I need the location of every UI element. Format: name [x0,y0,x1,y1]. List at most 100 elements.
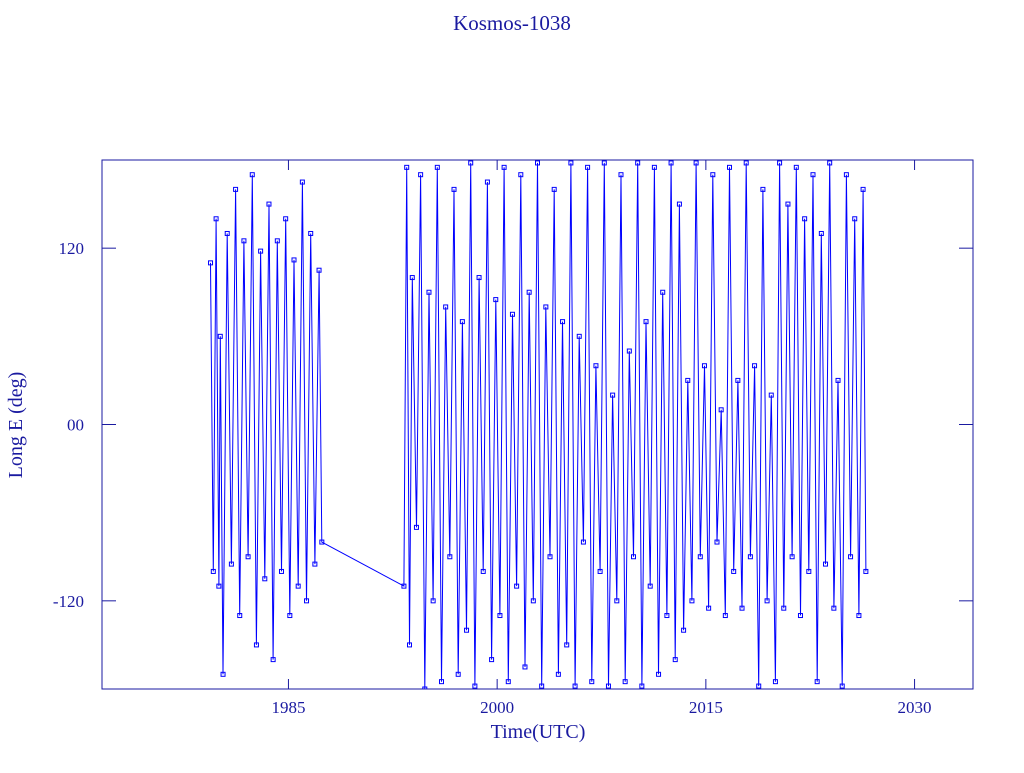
data-point [217,333,223,339]
data-point [693,160,699,166]
data-point [863,568,869,574]
data-point [210,568,216,574]
data-point [220,671,226,677]
data-point [852,216,858,222]
data-point [681,627,687,633]
data-point [747,554,753,560]
data-point [237,613,243,619]
data-point [785,201,791,207]
data-point [827,160,833,166]
data-point [426,289,432,295]
data-point [530,598,536,604]
data-point [283,216,289,222]
data-point [501,164,507,170]
data-point [518,172,524,178]
data-point [497,613,503,619]
data-point [831,605,837,611]
data-point [208,260,214,266]
data-point [622,679,628,685]
data-point [274,238,280,244]
data-point [685,377,691,383]
data-point [304,598,310,604]
data-point [241,238,247,244]
data-point [605,683,611,689]
data-point [714,539,720,545]
data-point [706,605,712,611]
data-point [718,407,724,413]
data-point [270,657,276,663]
data-point [560,319,566,325]
plot-area [208,160,869,689]
data-point [472,683,478,689]
data-point [409,275,415,281]
data-point [505,679,511,685]
data-point [848,554,854,560]
y-axis-label: Long E (deg) [5,372,27,479]
x-tick-label: 1985 [271,698,305,717]
data-point [843,172,849,178]
data-point [295,583,301,589]
data-point [418,172,424,178]
data-point [618,172,624,178]
data-point [555,671,561,677]
data-point [797,613,803,619]
y-tick-label: 120 [59,239,85,258]
data-point [451,186,457,192]
data-point [643,319,649,325]
data-point [404,164,410,170]
data-point [660,289,666,295]
data-point [752,363,758,369]
data-point [860,186,866,192]
data-point [610,392,616,398]
data-point [668,160,674,166]
data-point [635,160,641,166]
data-point [626,348,632,354]
chart-title: Kosmos-1038 [453,11,571,35]
data-point [455,671,461,677]
data-point [447,554,453,560]
data-point [543,304,549,310]
data-point [810,172,816,178]
data-point [233,186,239,192]
data-point [856,613,862,619]
data-point [580,539,586,545]
data-point [224,230,230,236]
x-tick-label: 2030 [898,698,932,717]
data-point [522,664,528,670]
x-tick-label: 2000 [480,698,514,717]
data-point [727,164,733,170]
data-point [764,598,770,604]
data-point [316,267,322,273]
data-point [593,363,599,369]
data-line [210,162,867,689]
data-point [651,164,657,170]
data-point [468,160,474,166]
data-point [493,297,499,303]
data-point [689,598,695,604]
data-point [839,683,845,689]
data-point [539,683,545,689]
data-point [422,686,428,689]
data-point [434,164,440,170]
x-axis-label: Time(UTC) [491,721,586,743]
data-point [535,160,540,166]
data-point [772,679,778,685]
data-point [818,230,824,236]
data-point [793,164,799,170]
data-point [743,160,749,166]
data-point [464,627,470,633]
data-point [835,377,841,383]
data-point [489,657,495,663]
data-point [308,230,314,236]
data-point [731,568,737,574]
data-point [430,598,436,604]
data-point [664,613,670,619]
data-point [228,561,234,567]
data-point [722,613,728,619]
data-point [614,598,620,604]
data-point [576,333,582,339]
data-point [823,561,829,567]
data-point [756,683,762,689]
data-point [319,539,325,545]
